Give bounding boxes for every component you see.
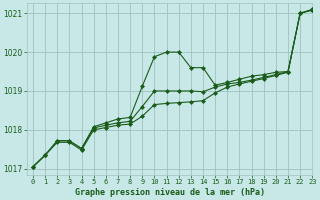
X-axis label: Graphe pression niveau de la mer (hPa): Graphe pression niveau de la mer (hPa): [75, 188, 265, 197]
